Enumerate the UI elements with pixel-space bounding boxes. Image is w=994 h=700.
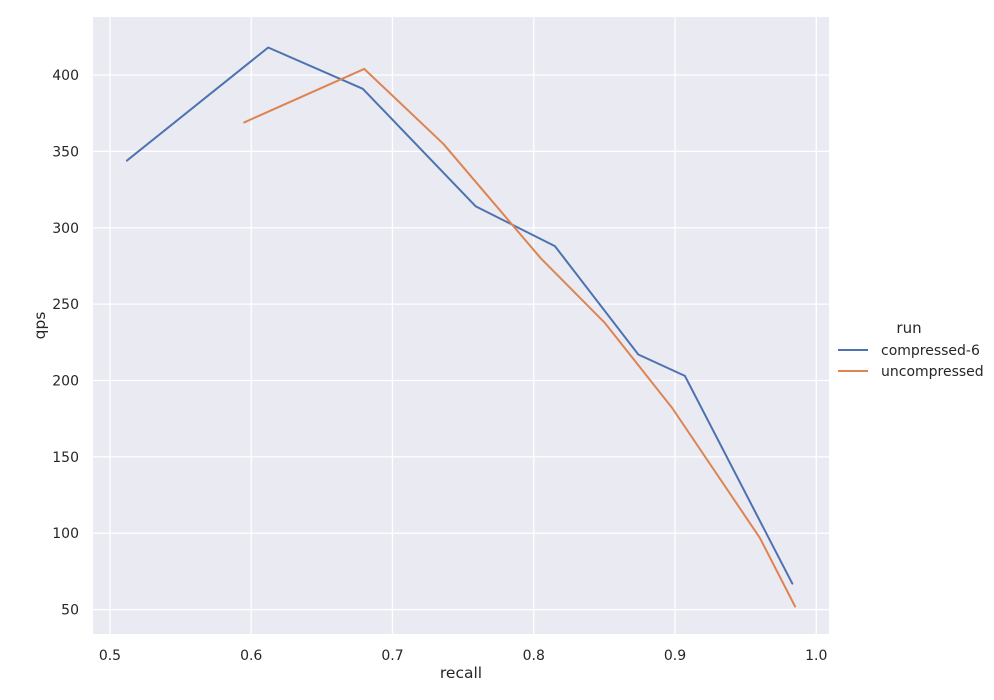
x-tick-label: 0.6 [240, 648, 262, 664]
grid [93, 17, 829, 634]
plot-background [93, 17, 829, 634]
x-tick-label: 0.8 [523, 648, 545, 664]
series-lines [125, 46, 797, 608]
x-tick-label: 0.5 [99, 648, 121, 664]
y-tick-label: 100 [52, 526, 79, 542]
y-tick-label: 350 [52, 144, 79, 160]
x-tick-label: 0.9 [664, 648, 686, 664]
y-tick-label: 50 [61, 603, 79, 619]
y-tick-label: 200 [52, 373, 79, 389]
legend-title: run [896, 319, 921, 337]
y-tick-label: 150 [52, 450, 79, 466]
x-axis-label: recall [440, 664, 482, 682]
legend-entry: compressed-6 [881, 343, 980, 359]
y-tick-label: 400 [52, 68, 79, 84]
x-tick-label: 0.7 [381, 648, 403, 664]
x-tick-label: 1.0 [805, 648, 827, 664]
legend: run compressed-6 uncompressed [838, 319, 984, 380]
y-tick-label: 250 [52, 297, 79, 313]
x-tick-labels: 0.5 0.6 0.7 0.8 0.9 1.0 [99, 648, 828, 664]
series-line-compressed-6 [125, 46, 794, 585]
series-line-uncompressed [243, 67, 797, 608]
y-tick-label: 300 [52, 221, 79, 237]
legend-entry: uncompressed [881, 364, 984, 380]
y-tick-labels: 50 100 150 200 250 300 350 400 [52, 68, 79, 619]
y-axis-label: qps [31, 312, 49, 340]
